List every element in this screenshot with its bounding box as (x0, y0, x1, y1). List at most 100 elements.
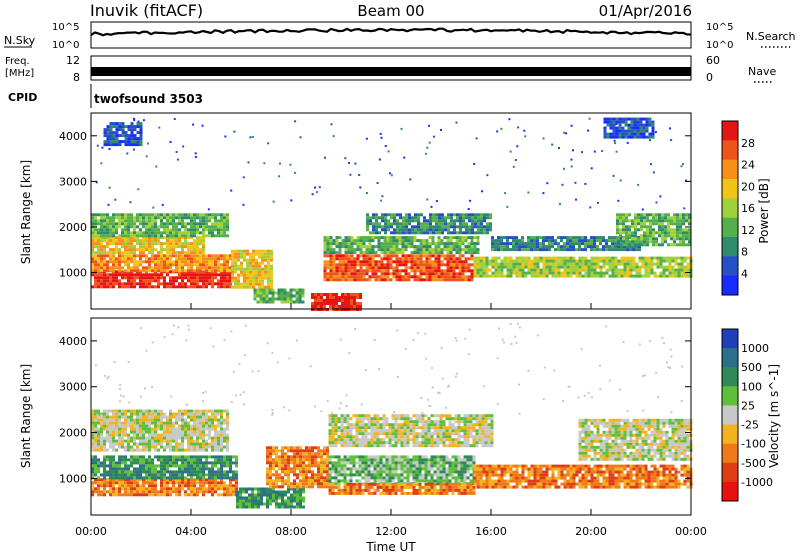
range-cell (190, 424, 193, 428)
range-cell (229, 285, 232, 289)
range-cell (187, 231, 190, 235)
range-cell (214, 427, 217, 431)
range-cell (148, 464, 151, 468)
range-cell (467, 236, 471, 240)
range-cell (347, 293, 350, 296)
cpid-value: twofsound 3503 (94, 92, 203, 106)
range-cell (160, 439, 163, 443)
range-cell (103, 470, 106, 474)
range-cell (127, 409, 130, 413)
range-cell (199, 269, 202, 273)
range-cell (112, 216, 115, 220)
range-cell (127, 213, 130, 217)
range-cell (489, 225, 492, 229)
range-cell (620, 262, 624, 266)
range-cell (664, 213, 667, 217)
range-cell (91, 464, 94, 468)
range-cell (124, 222, 127, 226)
range-cell (199, 254, 202, 258)
range-cell (419, 257, 423, 261)
range-cell (161, 203, 164, 206)
range-cell (193, 219, 196, 223)
range-cell (599, 242, 602, 246)
range-cell (169, 442, 172, 446)
range-cell (474, 213, 477, 217)
range-cell (652, 222, 655, 226)
range-cell (548, 268, 552, 272)
range-cell (196, 430, 199, 434)
range-cell (258, 255, 261, 259)
range-cell (434, 260, 438, 264)
range-cell (139, 421, 142, 425)
range-cell (546, 182, 549, 185)
y-tick-label: 4000 (59, 130, 87, 143)
range-cell (634, 243, 637, 247)
range-cell (399, 228, 402, 232)
range-cell (202, 455, 205, 459)
range-cell (637, 237, 640, 241)
range-cell (184, 234, 187, 238)
range-cell (444, 228, 447, 232)
range-cell (341, 299, 344, 302)
range-cell (569, 274, 573, 278)
range-cell (214, 216, 217, 220)
range-cell (652, 231, 655, 235)
range-cell (220, 436, 223, 440)
range-cell (255, 261, 258, 265)
range-cell (500, 265, 504, 269)
range-cell (581, 242, 584, 246)
range-cell (614, 248, 617, 252)
range-cell (240, 282, 243, 286)
range-cell (101, 146, 104, 149)
range-cell (115, 263, 118, 267)
range-cell (629, 274, 633, 278)
range-cell (248, 496, 251, 500)
range-cell (477, 231, 480, 235)
range-cell (281, 505, 284, 509)
range-cell (223, 421, 226, 425)
range-cell (94, 234, 97, 238)
range-cell (560, 259, 564, 263)
range-cell (464, 269, 468, 273)
range-cell (640, 234, 643, 238)
range-cell (287, 490, 290, 494)
range-cell (157, 231, 160, 235)
range-cell (266, 496, 269, 500)
range-cell (489, 222, 492, 226)
range-cell (118, 430, 121, 434)
range-cell (281, 479, 284, 483)
range-cell (423, 231, 426, 235)
range-cell (625, 234, 628, 238)
range-cell (106, 279, 109, 283)
range-cell (106, 430, 109, 434)
range-cell (449, 266, 453, 270)
range-cell (284, 499, 287, 503)
range-cell (643, 231, 646, 235)
range-cell (118, 412, 121, 416)
range-cell (178, 490, 181, 494)
range-cell (533, 248, 536, 252)
range-cell (423, 225, 426, 229)
range-cell (211, 260, 214, 264)
range-cell (365, 263, 369, 267)
range-cell (220, 225, 223, 229)
range-cell (190, 445, 193, 449)
range-cell (618, 126, 622, 130)
range-cell (359, 245, 363, 249)
range-cell (380, 248, 384, 252)
range-cell (145, 234, 148, 238)
range-cell (151, 231, 154, 235)
range-cell (536, 236, 539, 240)
range-cell (217, 458, 220, 462)
range-cell (130, 242, 133, 246)
range-cell (169, 476, 172, 480)
range-cell (130, 473, 133, 477)
range-cell (489, 228, 492, 232)
range-cell (298, 297, 302, 301)
range-cell (377, 242, 381, 246)
range-cell (181, 445, 184, 449)
range-cell (338, 257, 342, 261)
range-cell (130, 430, 133, 434)
range-cell (381, 195, 384, 198)
range-cell (94, 433, 97, 437)
